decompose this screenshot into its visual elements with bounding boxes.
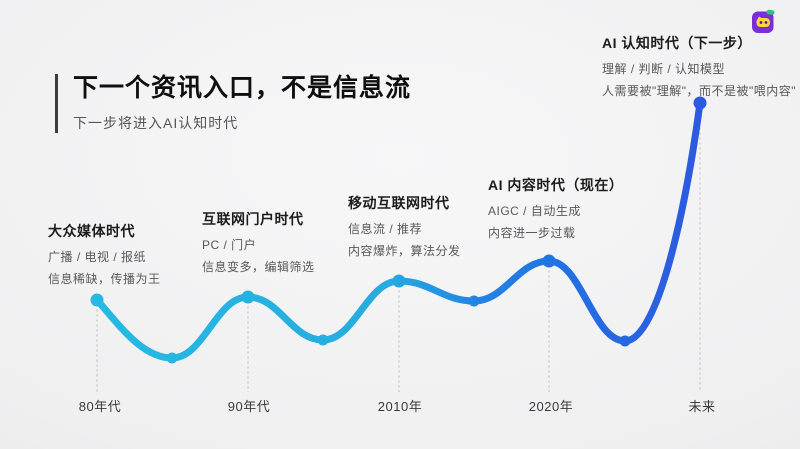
era-desc-line: 信息稀缺，传播为王 <box>48 272 161 287</box>
era-desc-line: 内容爆炸，算法分发 <box>348 244 461 259</box>
era-title: 移动互联网时代 <box>348 195 450 211</box>
page-subtitle: 下一步将进入AI认知时代 <box>73 114 239 131</box>
era-title: AI 认知时代（下一步） <box>602 35 752 51</box>
data-point-dot <box>241 290 255 304</box>
era-desc-line: 人需要被"理解"，而不是被"喂内容" <box>602 84 797 99</box>
era-desc-line: AIGC / 自动生成 <box>488 204 581 218</box>
logo-face <box>756 16 770 27</box>
axis-label-90s: 90年代 <box>227 399 271 414</box>
era-block-ai-content: AI 内容时代（现在） AIGC / 自动生成 内容进一步过载 <box>488 175 678 247</box>
era-desc-line: 信息流 / 推荐 <box>348 222 423 236</box>
dropline-group <box>96 112 701 392</box>
slide-header: 下一个资讯入口，不是信息流 下一步将进入AI认知时代 <box>55 74 411 133</box>
era-title: 互联网门户时代 <box>202 211 304 227</box>
data-point-dot <box>90 293 104 307</box>
data-point-dot <box>619 335 631 347</box>
data-point-dot <box>317 334 329 346</box>
axis-label-future: 未来 <box>688 399 716 414</box>
axis-label-80s: 80年代 <box>78 399 122 414</box>
axis-label-2010: 2010年 <box>377 399 423 414</box>
era-block-mass-media: 大众媒体时代 广播 / 电视 / 报纸 信息稀缺，传播为王 <box>48 221 218 293</box>
logo-eye-right <box>764 21 768 24</box>
era-block-mobile-internet: 移动互联网时代 信息流 / 推荐 内容爆炸，算法分发 <box>348 193 518 265</box>
era-desc-line: PC / 门户 <box>202 238 257 252</box>
era-desc-line: 理解 / 判断 / 认知模型 <box>602 62 726 76</box>
era-desc-line: 广播 / 电视 / 报纸 <box>48 250 147 264</box>
era-title: 大众媒体时代 <box>48 223 135 239</box>
era-block-web-portal: 互联网门户时代 PC / 门户 信息变多，编辑筛选 <box>202 209 372 281</box>
data-point-dot <box>542 254 556 268</box>
page-title: 下一个资讯入口，不是信息流 <box>73 74 412 102</box>
data-point-dot <box>166 352 178 364</box>
era-title: AI 内容时代（现在） <box>488 177 624 193</box>
logo-leaf <box>766 9 775 15</box>
data-point-dot <box>468 295 480 307</box>
data-point-group <box>90 96 707 364</box>
data-point-dot <box>693 96 707 110</box>
app-logo-icon <box>752 9 775 33</box>
era-desc-line: 信息变多，编辑筛选 <box>202 260 315 275</box>
data-point-dot <box>392 274 406 288</box>
era-desc-line: 内容进一步过载 <box>488 226 576 241</box>
axis-label-2020: 2020年 <box>528 399 574 414</box>
era-block-ai-cognition: AI 认知时代（下一步） 理解 / 判断 / 认知模型 人需要被"理解"，而不是… <box>602 33 800 105</box>
logo-eye-left <box>759 21 763 24</box>
